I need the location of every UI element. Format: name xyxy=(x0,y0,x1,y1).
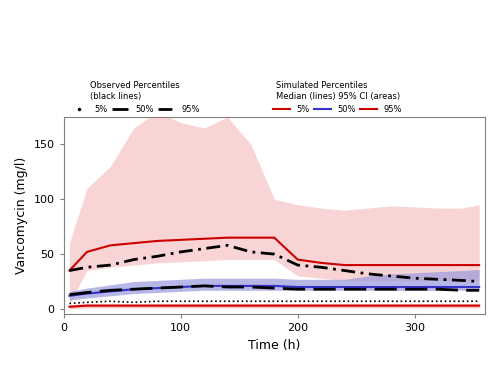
Legend: 5%, 50%, 95%: 5%, 50%, 95% xyxy=(270,78,406,117)
X-axis label: Time (h): Time (h) xyxy=(248,339,300,352)
Y-axis label: Vancomycin (mg/l): Vancomycin (mg/l) xyxy=(15,157,28,275)
